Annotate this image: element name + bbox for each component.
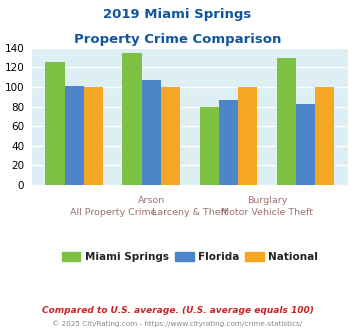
Legend: Miami Springs, Florida, National: Miami Springs, Florida, National [58, 248, 322, 266]
Bar [142, 80, 161, 185]
Bar [238, 87, 257, 185]
Text: Larceny & Theft: Larceny & Theft [152, 208, 228, 217]
Text: Property Crime Comparison: Property Crime Comparison [74, 33, 281, 46]
Text: Motor Vehicle Theft: Motor Vehicle Theft [221, 208, 313, 217]
Text: 2019 Miami Springs: 2019 Miami Springs [103, 8, 252, 21]
Text: Arson: Arson [138, 196, 165, 205]
Bar [45, 61, 65, 185]
Bar [219, 100, 238, 185]
Bar [161, 87, 180, 185]
Bar [65, 86, 84, 185]
Text: © 2025 CityRating.com - https://www.cityrating.com/crime-statistics/: © 2025 CityRating.com - https://www.city… [53, 321, 302, 327]
Bar [277, 58, 296, 185]
Bar [200, 107, 219, 185]
Text: Burglary: Burglary [247, 196, 287, 205]
Bar [122, 53, 142, 185]
Text: Compared to U.S. average. (U.S. average equals 100): Compared to U.S. average. (U.S. average … [42, 306, 313, 315]
Bar [84, 87, 103, 185]
Bar [296, 104, 315, 185]
Text: All Property Crime: All Property Crime [70, 208, 156, 217]
Bar [315, 87, 334, 185]
